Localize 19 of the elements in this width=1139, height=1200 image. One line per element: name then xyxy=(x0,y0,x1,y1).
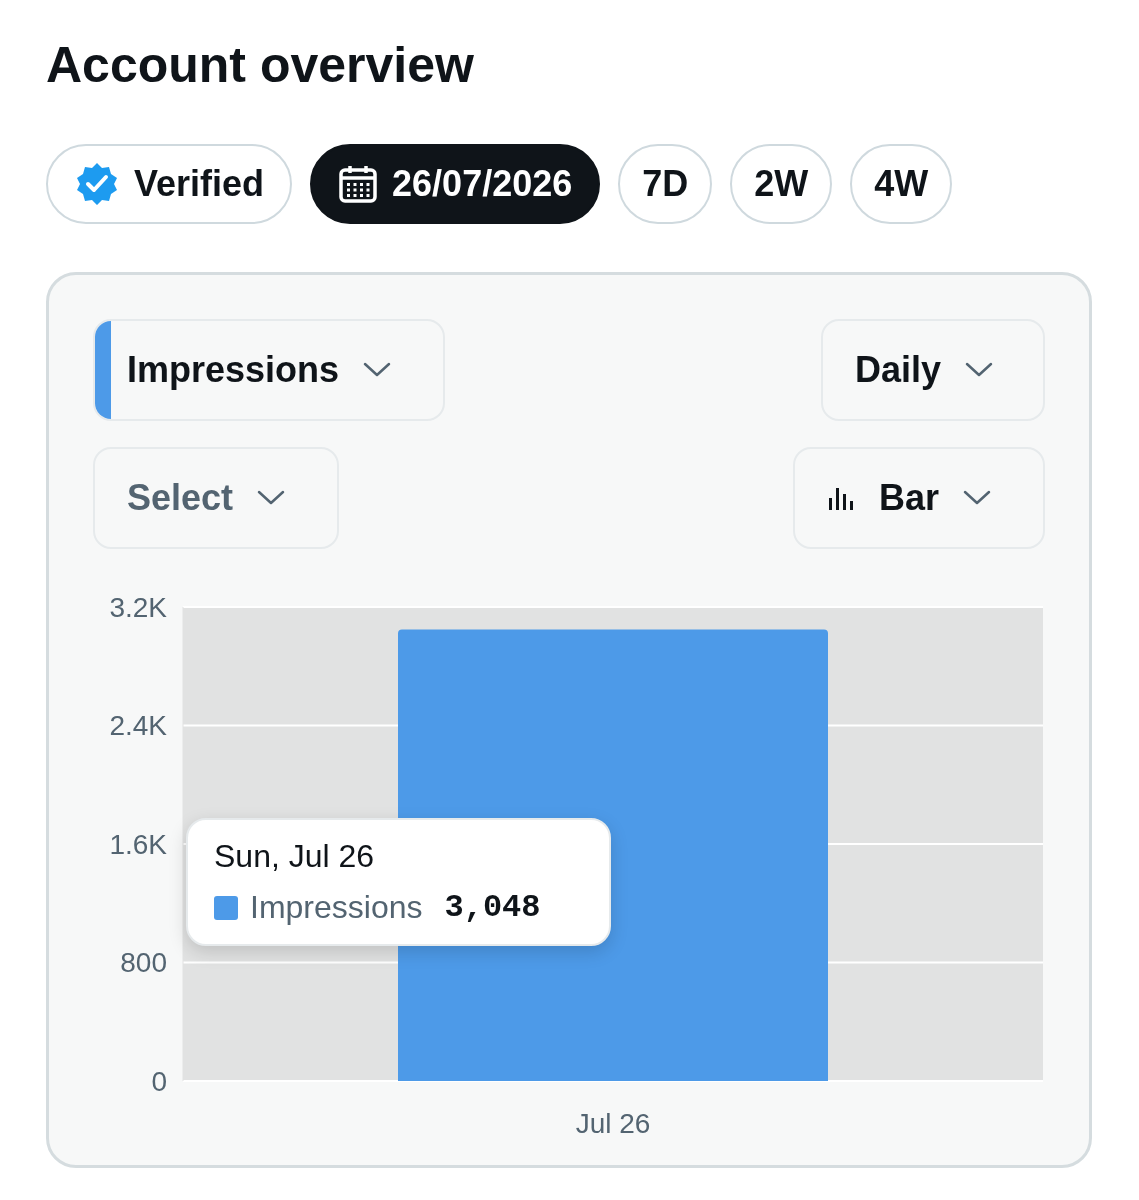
x-tick-label: Jul 26 xyxy=(575,1107,651,1139)
text: Impressions xyxy=(127,349,340,390)
data-label: 3,048 xyxy=(444,889,541,926)
y-tick-label: 0 xyxy=(151,1065,167,1097)
text: 26/07/2026 xyxy=(392,163,573,205)
chart-title: Account overview xyxy=(46,36,474,94)
text: Verified xyxy=(134,163,265,205)
y-tick-label: 3.2K xyxy=(109,591,168,623)
legend-label: Impressions xyxy=(250,889,423,926)
y-tick-label: 800 xyxy=(120,947,167,979)
text: 4W xyxy=(850,144,953,224)
y-tick-label: 2.4K xyxy=(109,710,168,742)
text: Bar xyxy=(879,477,940,519)
y-tick-label: 1.6K xyxy=(109,828,168,860)
text: 2W xyxy=(730,144,833,224)
text: 7D xyxy=(618,144,713,224)
text: Daily xyxy=(855,349,942,391)
annotation: Sun, Jul 26 xyxy=(214,838,376,875)
text: Select xyxy=(127,477,234,519)
